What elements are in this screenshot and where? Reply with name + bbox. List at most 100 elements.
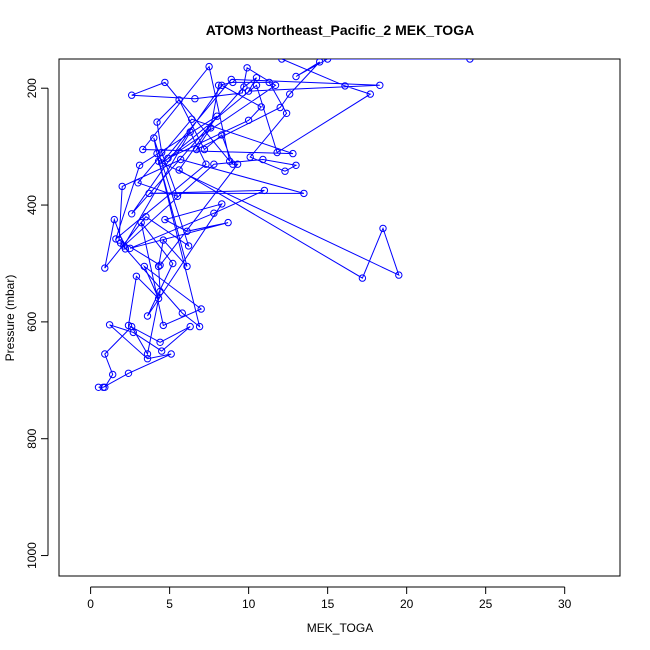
data-point (379, 224, 387, 233)
y-tick-label: 400 (25, 195, 39, 215)
data-point (323, 59, 332, 63)
data-point (278, 59, 286, 63)
data-point (120, 242, 128, 250)
x-axis: 0 5 10 15 20 25 30 (87, 586, 572, 611)
data-point (188, 115, 196, 123)
data-point (128, 210, 136, 218)
y-tick-label: 1000 (25, 542, 39, 569)
data-point (341, 82, 349, 90)
data-point (207, 124, 215, 132)
data-point (257, 103, 265, 111)
data-point (124, 369, 133, 377)
data-point (292, 72, 300, 81)
data-point (252, 74, 261, 82)
data-point (191, 95, 199, 103)
data-point (186, 128, 194, 136)
data-point (213, 112, 221, 120)
data-point (184, 242, 193, 250)
y-tick-label: 800 (25, 428, 39, 448)
y-axis: 200 400 600 800 1000 (25, 78, 49, 569)
x-tick-label: 5 (166, 597, 173, 611)
series-line (98, 59, 380, 388)
data-point (186, 322, 194, 331)
data-point (178, 309, 187, 317)
data-point (159, 236, 168, 244)
data-point (153, 118, 161, 126)
data-point (143, 350, 152, 358)
data-point (224, 218, 232, 227)
data-point (205, 62, 213, 71)
data-point (395, 271, 403, 279)
data-point (109, 370, 117, 379)
data-point (273, 148, 281, 157)
y-tick-label: 600 (25, 312, 39, 332)
data-point (101, 383, 109, 391)
data-point (143, 312, 152, 320)
data-point (135, 161, 144, 170)
data-point (118, 182, 126, 191)
data-point (271, 81, 280, 90)
data-point (244, 87, 253, 95)
series-1 (94, 59, 384, 391)
plot-frame (58, 58, 621, 577)
data-point (214, 81, 223, 90)
data-point (161, 78, 169, 87)
x-tick-label: 0 (87, 597, 94, 611)
data-point (101, 264, 109, 272)
data-point (358, 274, 367, 282)
data-point (128, 322, 136, 331)
x-tick-label: 10 (242, 597, 256, 611)
data-point (167, 350, 175, 358)
data-point (202, 160, 210, 168)
data-point (316, 59, 324, 66)
data-point (195, 322, 204, 331)
data-point (226, 157, 234, 165)
data-point (169, 259, 177, 268)
data-point (233, 160, 242, 168)
data-point (101, 350, 109, 358)
data-point (210, 209, 218, 217)
data-point (265, 78, 273, 87)
data-point (366, 90, 374, 98)
data-point (200, 145, 209, 154)
data-point (300, 189, 308, 198)
x-tick-label: 15 (321, 597, 335, 611)
data-point (175, 96, 183, 104)
data-point (289, 149, 297, 158)
data-point (243, 64, 251, 72)
x-tick-label: 20 (400, 597, 414, 611)
data-point (164, 154, 172, 163)
data-point (229, 78, 237, 87)
data-point (156, 338, 164, 346)
data-point (154, 157, 163, 165)
data-point (192, 145, 201, 154)
data-point (173, 192, 182, 201)
data-point (126, 244, 134, 253)
data-point (159, 321, 168, 330)
data-point (132, 272, 141, 280)
data-point (281, 167, 289, 175)
data-point (158, 347, 166, 355)
data-point (150, 134, 158, 142)
data-point (110, 215, 119, 224)
data-point (139, 145, 147, 154)
data-point (154, 294, 163, 303)
x-tick-label: 25 (479, 597, 493, 611)
y-tick-label: 200 (25, 78, 39, 98)
data-point (175, 166, 183, 174)
data-point (128, 91, 136, 99)
data-point (134, 179, 142, 187)
x-tick-label: 30 (558, 597, 572, 611)
data-point (276, 103, 284, 112)
x-axis-label: MEK_TOGA (307, 621, 373, 635)
data-point (142, 213, 150, 221)
data-point (259, 155, 267, 164)
data-point (143, 355, 152, 363)
y-axis-label: Pressure (mbar) (3, 275, 17, 362)
data-point (137, 218, 145, 227)
data-point (105, 321, 114, 329)
data-point (154, 262, 163, 271)
plot-area (94, 59, 474, 391)
data-point (246, 153, 254, 161)
